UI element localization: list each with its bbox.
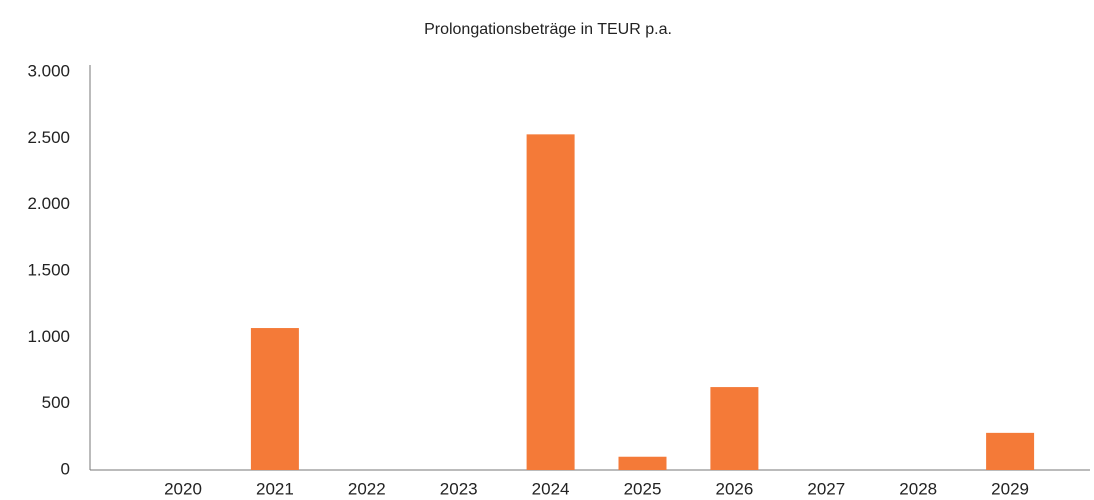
bar bbox=[710, 387, 759, 470]
y-tick-label: 2.000 bbox=[27, 194, 70, 213]
bar bbox=[526, 134, 575, 470]
y-tick-label: 2.500 bbox=[27, 128, 70, 147]
x-tick-label: 2025 bbox=[624, 479, 662, 498]
y-tick-label: 0 bbox=[61, 459, 70, 478]
x-tick-label: 2020 bbox=[164, 479, 202, 498]
y-tick-label: 1.000 bbox=[27, 327, 70, 346]
x-tick-label: 2022 bbox=[348, 479, 386, 498]
bar bbox=[618, 456, 667, 470]
y-tick-label: 500 bbox=[42, 393, 70, 412]
x-tick-label: 2028 bbox=[899, 479, 937, 498]
x-tick-label: 2029 bbox=[991, 479, 1029, 498]
y-tick-label: 3.000 bbox=[27, 61, 70, 80]
bar bbox=[986, 432, 1035, 470]
bar bbox=[250, 328, 299, 470]
x-tick-label: 2026 bbox=[715, 479, 753, 498]
y-tick-label: 1.500 bbox=[27, 260, 70, 279]
x-tick-label: 2023 bbox=[440, 479, 478, 498]
x-tick-label: 2021 bbox=[256, 479, 294, 498]
x-tick-label: 2024 bbox=[532, 479, 570, 498]
chart-title: Prolongationsbeträge in TEUR p.a. bbox=[424, 21, 672, 38]
x-tick-label: 2027 bbox=[807, 479, 845, 498]
